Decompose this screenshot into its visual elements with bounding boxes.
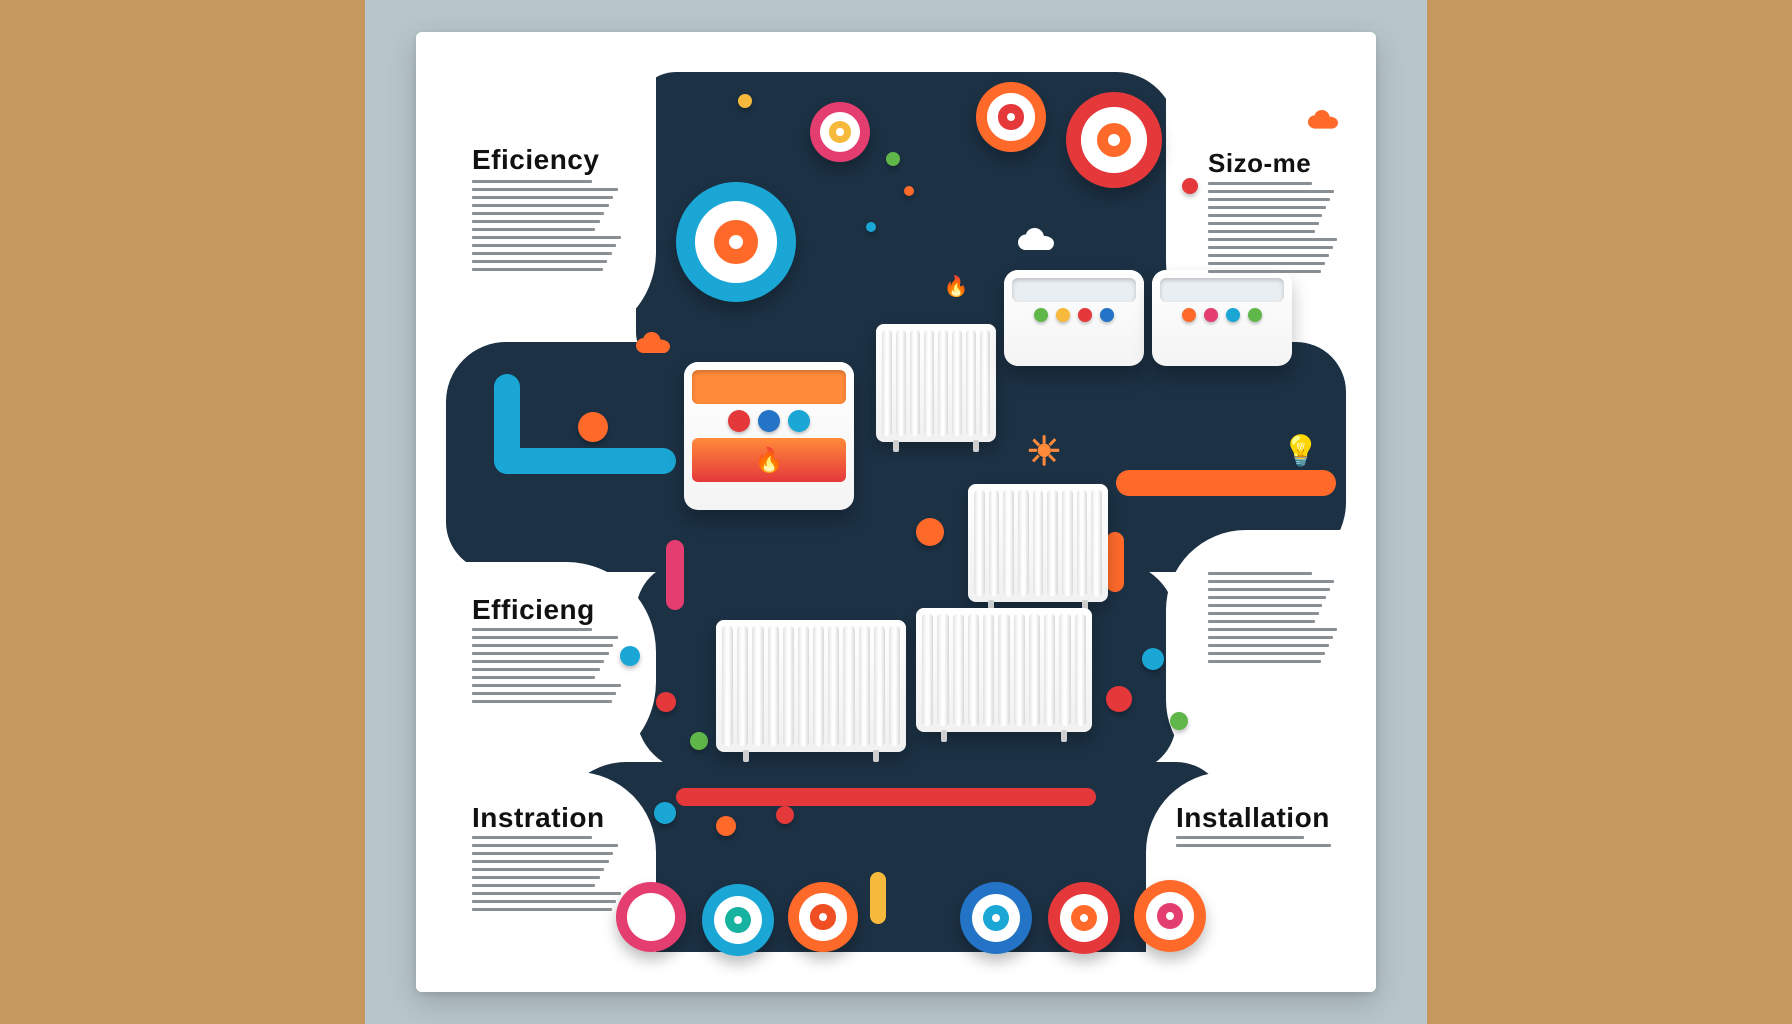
bulb-icon: 💡 [1286, 436, 1316, 466]
decor-dot [866, 222, 876, 232]
pipe [494, 374, 520, 474]
control-panel-icon [1004, 270, 1144, 366]
decor-dot [654, 802, 676, 824]
decor-dot [1142, 648, 1164, 670]
title-sizome: Sizo-me [1208, 148, 1311, 179]
spiral-icon [1066, 92, 1162, 188]
title-efficiency-top: Eficiency [472, 144, 599, 176]
body-text [472, 180, 622, 276]
body-text [472, 628, 622, 708]
control-panel-icon [1152, 270, 1292, 366]
spiral-icon [1048, 882, 1120, 954]
decor-dot [1182, 178, 1198, 194]
title-efficieng: Efficieng [472, 594, 595, 626]
decor-dot [656, 692, 676, 712]
body-text [1208, 572, 1338, 668]
decor-dot [738, 94, 752, 108]
body-text [1176, 836, 1336, 852]
spiral-icon [976, 82, 1046, 152]
left-letterbox [0, 0, 365, 1024]
decor-dot [886, 152, 900, 166]
title-instration: Instration [472, 802, 605, 834]
decor-dot [916, 518, 944, 546]
decor-dot [716, 816, 736, 836]
center-column: 🔥 ☀💡🔥🔥 Eficiency Sizo-me Efficieng Instr… [365, 0, 1427, 1024]
decor-dot [690, 732, 708, 750]
decor-dot [904, 186, 914, 196]
body-text [472, 836, 622, 916]
cloud-icon [636, 332, 670, 353]
decor-dot [578, 412, 608, 442]
decor-dot [1170, 712, 1188, 730]
radiator-icon [876, 324, 996, 442]
radiator-icon [716, 620, 906, 752]
decor-dot [1106, 686, 1132, 712]
spiral-icon [960, 882, 1032, 954]
control-panel-icon: 🔥 [684, 362, 854, 510]
right-letterbox [1427, 0, 1792, 1024]
cloud-icon [1308, 110, 1338, 129]
radiator-icon [968, 484, 1108, 602]
decor-dot [776, 806, 794, 824]
sun-icon: ☀ [1024, 432, 1064, 472]
spiral-icon [702, 884, 774, 956]
infographic-poster: 🔥 ☀💡🔥🔥 Eficiency Sizo-me Efficieng Instr… [416, 32, 1376, 992]
cloud-icon [1018, 228, 1054, 250]
pipe [676, 788, 1096, 806]
spiral-icon [788, 882, 858, 952]
flame-icon: 🔥 [946, 276, 966, 296]
title-installation: Installation [1176, 802, 1330, 834]
pipe [666, 540, 684, 610]
decor-dot [620, 646, 640, 666]
radiator-icon [916, 608, 1092, 732]
spiral-icon [1134, 880, 1206, 952]
spiral-icon [676, 182, 796, 302]
pipe [870, 872, 886, 924]
pipe [1106, 532, 1124, 592]
spiral-icon [810, 102, 870, 162]
flame-icon: 🔥 [692, 438, 846, 482]
spiral-icon [616, 882, 686, 952]
pipe [1116, 470, 1336, 496]
body-text [1208, 182, 1338, 278]
pipe [496, 448, 676, 474]
